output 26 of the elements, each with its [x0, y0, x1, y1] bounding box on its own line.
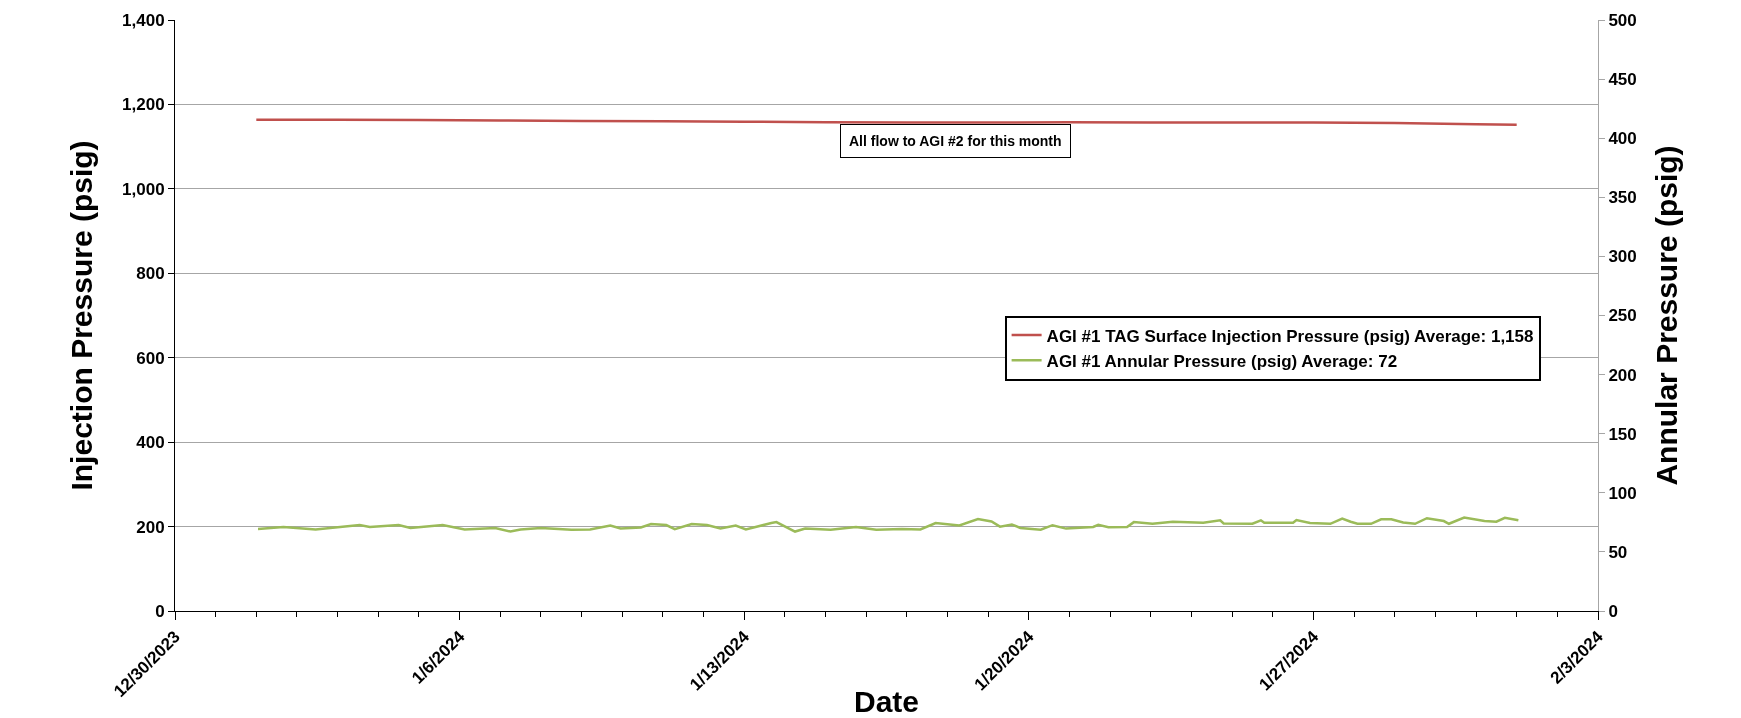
y2-tick-label: 400 — [1608, 129, 1637, 149]
y2-tick-label: 200 — [1608, 365, 1637, 385]
y-axis-title: Injection Pressure (psig) — [65, 140, 99, 491]
legend-label: AGI #1 TAG Surface Injection Pressure (psig) Average: 1,158 — [1046, 326, 1534, 346]
y-tick-label: 800 — [136, 264, 165, 284]
y2-axis-title: Annular Pressure (psig) — [1650, 145, 1684, 486]
y2-tick-label: 300 — [1608, 247, 1637, 267]
legend-label: AGI #1 Annular Pressure (psig) Average: 72 — [1046, 351, 1398, 371]
y-tick-label: 1,200 — [122, 95, 165, 115]
y2-tick-label: 150 — [1608, 424, 1637, 444]
x-axis-title: Date — [853, 685, 920, 718]
y-tick-label: 200 — [136, 517, 165, 537]
y-tick-label: 1,400 — [122, 10, 165, 30]
y2-tick-label: 100 — [1608, 483, 1637, 503]
line-series — [256, 516, 1520, 533]
annotation: All flow to AGI #2 for this month — [849, 133, 1062, 149]
y2-tick-label: 0 — [1608, 601, 1618, 621]
y-tick-label: 1,000 — [122, 179, 165, 199]
y2-tick-label: 350 — [1608, 188, 1637, 208]
y-tick-label: 0 — [155, 601, 165, 621]
y-tick-label: 400 — [136, 433, 165, 453]
y2-tick-label: 50 — [1608, 542, 1628, 562]
y2-tick-label: 450 — [1608, 70, 1637, 90]
y-tick-label: 600 — [136, 348, 165, 368]
y2-tick-label: 250 — [1608, 306, 1637, 326]
y2-tick-label: 500 — [1608, 10, 1637, 30]
